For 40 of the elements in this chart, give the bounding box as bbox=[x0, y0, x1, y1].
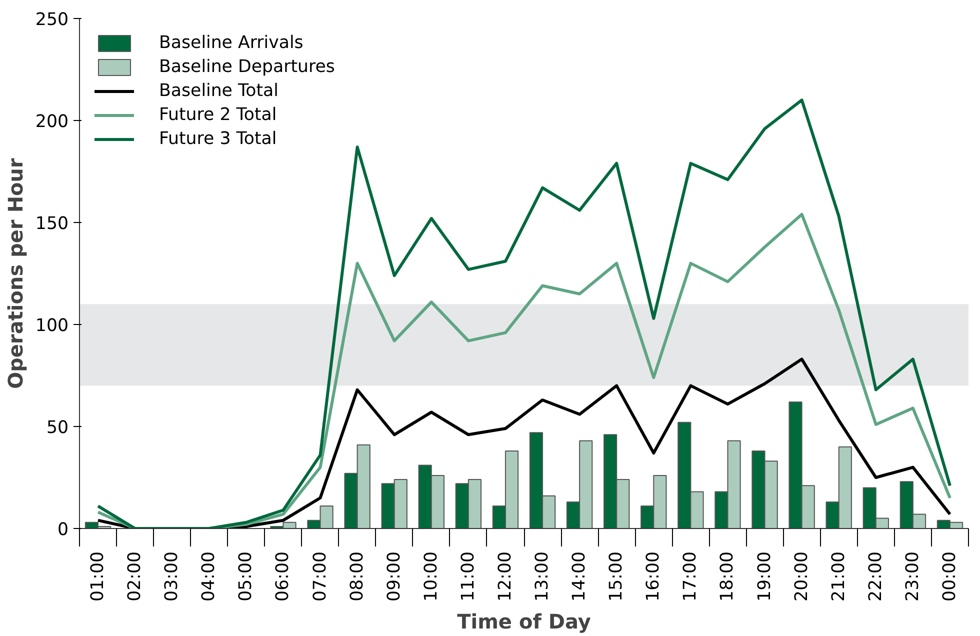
legend-label: Baseline Total bbox=[159, 81, 278, 101]
legend-label: Baseline Departures bbox=[159, 57, 335, 77]
line-series bbox=[96, 98, 952, 528]
x-tick-label: 19:00 bbox=[754, 552, 775, 602]
y-tick-label: 100 bbox=[35, 316, 69, 336]
x-tick-label: 13:00 bbox=[532, 552, 553, 602]
x-tick-label: 14:00 bbox=[570, 552, 590, 602]
x-tick-label: 08:00 bbox=[347, 552, 368, 602]
y-tick-label: 0 bbox=[57, 520, 69, 540]
legend-label: Future 3 Total bbox=[159, 129, 277, 149]
x-tick-label: 06:00 bbox=[273, 552, 294, 602]
x-tick-label: 11:00 bbox=[458, 552, 478, 602]
legend-label: Baseline Arrivals bbox=[159, 33, 304, 53]
x-tick-label: 02:00 bbox=[125, 552, 146, 602]
x-tick-label: 12:00 bbox=[495, 552, 516, 602]
x-tick-label: 04:00 bbox=[199, 552, 220, 602]
x-tick-label: 22:00 bbox=[866, 552, 886, 602]
y-tick-label: 200 bbox=[35, 112, 69, 132]
x-tick-label: 18:00 bbox=[718, 552, 738, 602]
x-tick-label: 03:00 bbox=[162, 552, 182, 602]
x-tick-label: 10:00 bbox=[421, 552, 442, 602]
y-tick-label: 50 bbox=[46, 418, 69, 438]
x-tick-label: 21:00 bbox=[828, 552, 849, 602]
x-tick-label: 09:00 bbox=[384, 552, 404, 602]
x-tick-label: 15:00 bbox=[606, 552, 627, 602]
x-tick-label: 07:00 bbox=[310, 552, 330, 602]
x-axis-title: Time of Day bbox=[457, 609, 591, 634]
x-tick-label: 01:00 bbox=[88, 552, 108, 602]
y-axis-title: Operations per Hour bbox=[3, 158, 28, 389]
legend-label: Future 2 Total bbox=[159, 105, 277, 125]
x-tick-label: 23:00 bbox=[902, 552, 923, 602]
x-tick-label: 00:00 bbox=[940, 552, 960, 602]
x-tick-label: 20:00 bbox=[792, 552, 812, 602]
x-tick-label: 16:00 bbox=[644, 552, 664, 602]
line-series bbox=[96, 358, 952, 528]
line-series bbox=[96, 212, 952, 528]
y-tick-label: 250 bbox=[35, 10, 69, 30]
x-tick-label: 17:00 bbox=[680, 552, 701, 602]
x-tick-label: 05:00 bbox=[236, 552, 256, 602]
y-tick-label: 150 bbox=[35, 214, 69, 234]
